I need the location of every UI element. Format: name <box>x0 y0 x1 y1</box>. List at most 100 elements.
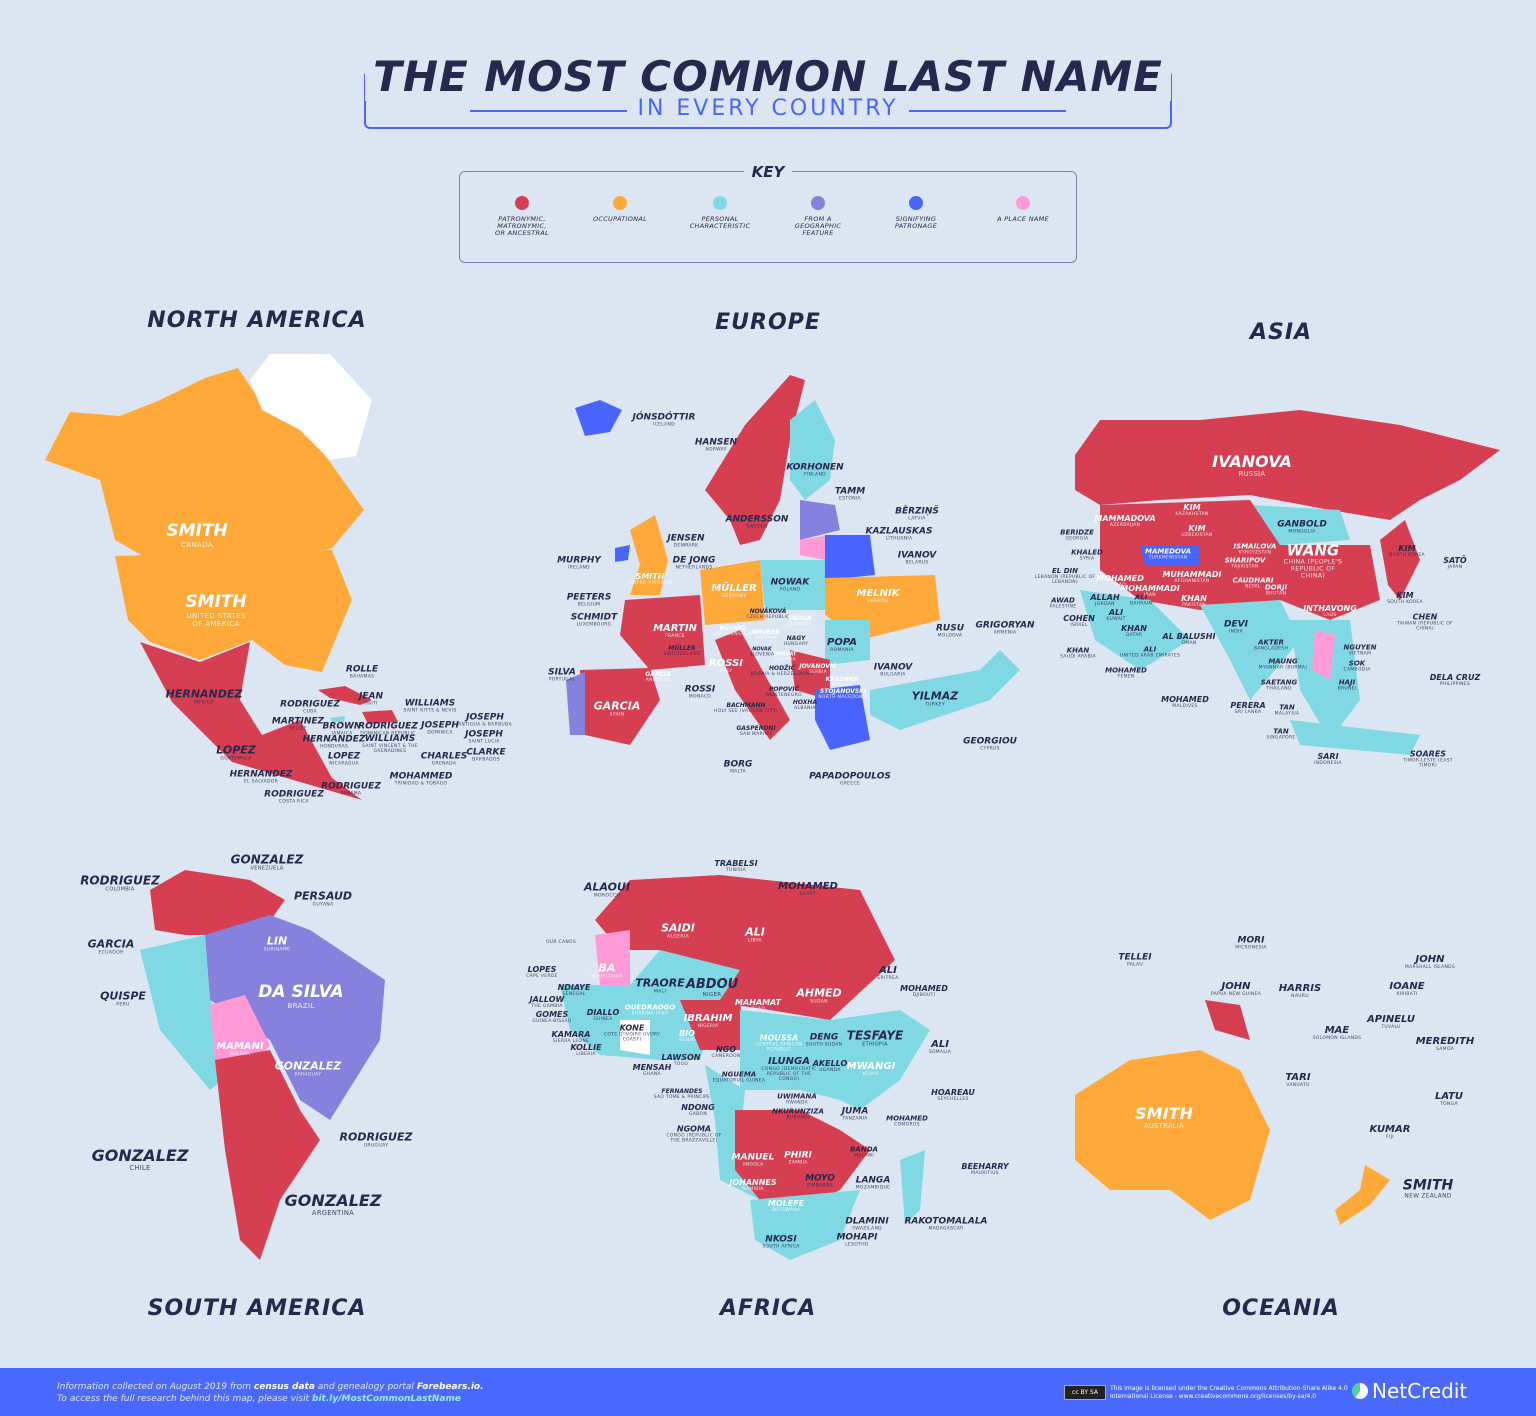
country-label: JOHN PAPUA NEW GUINEA <box>1211 982 1261 998</box>
surname: AKELLO <box>812 1059 848 1069</box>
country-label: SCHMIDT LUXEMBOURG <box>571 613 618 629</box>
country-label: KHAN QATAR <box>1121 625 1147 639</box>
surname: NDIAYE <box>557 983 591 993</box>
country-label: JENSEN DENMARK <box>667 534 704 550</box>
surname: NKURUNZIZA <box>772 1107 824 1116</box>
surname: KRASNIQI <box>825 676 859 684</box>
country-label: SATŌ JAPAN <box>1443 557 1466 571</box>
country-name: MICRONESIA <box>1235 945 1267 951</box>
surname: MAUNG <box>1268 657 1298 666</box>
country-label: STOJANOVSKI NORTH MACEDONIA <box>818 689 867 701</box>
country-name: LUXEMBOURG <box>576 622 612 628</box>
country-label: AL BALUSHI OMAN <box>1163 633 1216 647</box>
country-name: LIBYA <box>748 938 762 944</box>
country-name: KUWAIT <box>1106 617 1126 623</box>
country-name: ERITREA <box>877 976 899 982</box>
country-label: HERNANDEZ EL SALVADOR <box>230 770 293 786</box>
surname: GARCIA <box>593 699 641 713</box>
legend-swatch <box>515 196 529 210</box>
research-link[interactable]: bit.ly/MostCommonLastName <box>312 1394 461 1404</box>
country-label: PERERA SRI LANKA <box>1230 702 1265 716</box>
country-label: BĒRZIŅŠ LATVIA <box>895 507 939 523</box>
country-name: TRINIDAD & TOBAGO <box>394 781 448 787</box>
surname: BACHMANN <box>726 702 766 710</box>
surname: BA <box>598 961 616 975</box>
surname: PHIRI <box>784 1150 812 1161</box>
country-label: MURPHY IRELAND <box>557 556 601 572</box>
country-label: BEEHARRY MAURITIUS <box>961 1163 1008 1177</box>
country-name: CUBA <box>303 709 317 715</box>
legend-label: A PLACE NAME <box>997 215 1049 223</box>
surname: MAMEDOVA <box>1144 547 1192 556</box>
country-name: SENEGAL <box>562 992 586 998</box>
surname: MOHAMED <box>900 984 948 994</box>
surname: SOK <box>1348 659 1366 668</box>
surname: MARTINEZ <box>271 716 325 727</box>
country-label: NGO CAMEROON <box>712 1046 741 1060</box>
legend-swatch <box>811 196 825 210</box>
country-name: NETHERLANDS <box>675 565 713 571</box>
country-label: RODRIGUEZ COSTA RICA <box>264 790 324 806</box>
surname: ALAOUI <box>583 880 631 894</box>
surname: HOAREAU <box>931 1088 975 1098</box>
country-name: JAPAN <box>1447 565 1463 571</box>
country-label: MOHAMMADI IRAN <box>1120 585 1179 599</box>
north-america-map <box>45 354 398 800</box>
country-name: GHANA <box>643 1072 661 1078</box>
country-label: GARCIA ANDORRA <box>645 672 670 684</box>
legend-item: A PLACE NAME <box>968 196 1078 223</box>
country-name: LIBERIA <box>576 1052 596 1058</box>
country-name: GEORGIA <box>1065 536 1089 542</box>
country-label: POPA ROMANIA <box>827 638 857 654</box>
continent-title: AFRICA <box>719 1296 817 1321</box>
country-label: JÓNSDÓTTIR ICELAND <box>633 413 696 429</box>
country-label: BANDA MALAWI <box>850 1146 878 1160</box>
surname: TESFAYE <box>846 1028 904 1043</box>
country-name: BRAZIL <box>287 1001 315 1011</box>
country-label: LANGA MOZAMBIQUE <box>856 1176 891 1192</box>
country-label: MOHAMED DJIBOUTI <box>900 985 948 999</box>
country-label: SMITH CANADA <box>166 523 227 549</box>
country-name: BANGLADESH <box>1253 646 1289 652</box>
research-note: To access the full research behind this … <box>57 1394 461 1404</box>
country-name: CAPE VERDE <box>526 974 558 980</box>
country-label: NGUEMA EQUATORIAL GUINEA <box>713 1071 766 1085</box>
surname: MENSAH <box>632 1063 672 1073</box>
page-subtitle-text: IN EVERY COUNTRY <box>627 96 909 121</box>
country-label: HERNANDEZ MEXICO <box>166 688 243 705</box>
country-label: APINELU TUVALU <box>1367 1015 1415 1031</box>
surname: MOHAMED <box>1096 574 1144 584</box>
country-name: PORTUGAL <box>548 677 576 683</box>
surname: DLAMINI <box>845 1216 889 1227</box>
country-label: SMITH AUSTRALIA <box>1135 1103 1193 1130</box>
country-name: MALI <box>653 989 667 995</box>
country-name: TAIWAN (REPUBLIC OF CHINA) <box>1397 621 1453 632</box>
surname: AL BALUSHI <box>1162 632 1216 642</box>
surname: DELA CRUZ <box>1429 673 1481 683</box>
surname: RUSU <box>935 623 965 634</box>
legend-label: PERSONAL CHARACTERISTIC <box>689 215 751 230</box>
surname: KHALED <box>1071 548 1103 557</box>
country-name: GUATEMALA <box>220 756 252 762</box>
country-name: SLOVENIA <box>749 652 775 658</box>
country-name: SOUTH KOREA <box>1387 600 1423 606</box>
surname: BÜCHEL <box>719 625 747 633</box>
country-label: MOUSSA CENTRAL AFRICAN REPUBLIC <box>747 1034 811 1054</box>
country-name: MALDIVES <box>1172 704 1198 710</box>
country-name: ITALY <box>719 669 733 675</box>
country-label: SMITH UNITED KINGDOM <box>628 573 673 587</box>
country-name: PERU <box>116 1002 130 1008</box>
surname: HORVAT <box>773 651 797 658</box>
country-label: HARRIS NAURU <box>1279 984 1321 1000</box>
country-name: AUSTRIA <box>755 636 777 642</box>
surname: ALI <box>1108 608 1124 618</box>
surname: MOHAMED <box>1105 666 1147 675</box>
surname: GRIGORYAN <box>975 620 1035 631</box>
country-name: COTE D'IVOIRE (IVORY COAST) <box>603 1032 661 1043</box>
surname: MOHAMMED <box>389 771 453 782</box>
surname: SMITH <box>1135 1103 1193 1123</box>
country-label: BACHMANN HOLY SEE (VATICAN CITY) <box>714 703 778 715</box>
surname: IVANOV <box>873 662 913 673</box>
surname: ALI <box>1143 645 1157 654</box>
country-name: NORWAY <box>705 447 727 453</box>
